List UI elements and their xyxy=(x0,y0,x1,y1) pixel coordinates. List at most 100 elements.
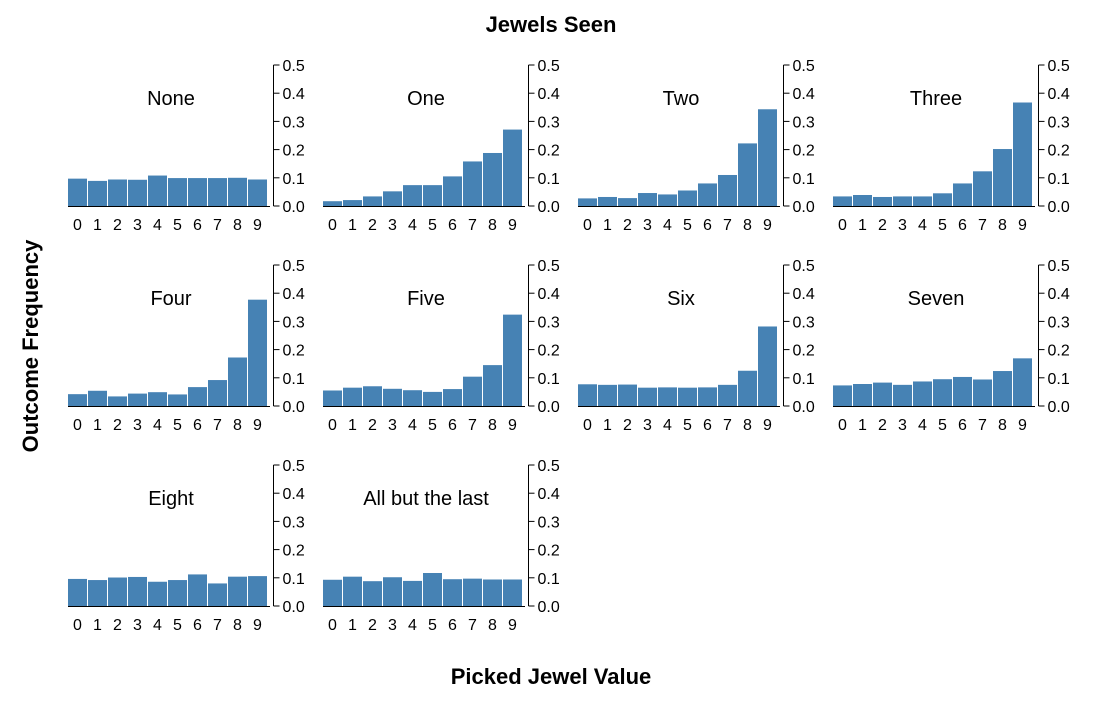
y-tick-label: 0.0 xyxy=(283,199,305,216)
y-tick-label: 0.2 xyxy=(283,343,305,360)
bar xyxy=(363,581,382,606)
x-tick-label: 0 xyxy=(328,417,337,434)
bar xyxy=(758,109,777,206)
y-tick-label: 0.1 xyxy=(1048,171,1070,188)
x-tick-label: 7 xyxy=(978,417,987,434)
x-tick-label: 4 xyxy=(918,417,927,434)
x-tick-label: 8 xyxy=(488,417,497,434)
x-tick-label: 7 xyxy=(978,217,987,234)
x-tick-label: 2 xyxy=(368,217,377,234)
x-tick-label: 6 xyxy=(193,217,202,234)
bar xyxy=(343,576,362,606)
panel-title: Seven xyxy=(908,288,965,310)
x-tick-label: 1 xyxy=(348,617,357,634)
x-tick-label: 7 xyxy=(723,417,732,434)
y-tick-label: 0.4 xyxy=(793,86,815,103)
bar xyxy=(68,178,87,206)
bar xyxy=(953,376,972,406)
y-tick-label: 0.5 xyxy=(793,258,815,275)
x-tick-label: 3 xyxy=(643,417,652,434)
bar xyxy=(228,357,247,406)
bar xyxy=(403,390,422,406)
x-tick-label: 2 xyxy=(878,217,887,234)
x-tick-label: 5 xyxy=(428,617,437,634)
x-tick-label: 1 xyxy=(603,217,612,234)
panel-six: 0 1 2 3 4 5 6 7 8 9 0.0 0.1 0.2 0.3 0.4 0.5 Six xyxy=(578,258,815,434)
x-tick-label: 6 xyxy=(448,217,457,234)
bar xyxy=(638,193,657,206)
bar xyxy=(483,579,502,606)
y-tick-label: 0.2 xyxy=(1048,343,1070,360)
x-tick-label: 4 xyxy=(153,217,162,234)
x-tick-label: 8 xyxy=(743,417,752,434)
y-tick-label: 0.3 xyxy=(283,514,305,531)
bar xyxy=(833,385,852,406)
bar xyxy=(168,580,187,606)
bar xyxy=(618,384,637,406)
bar xyxy=(973,171,992,206)
bar xyxy=(323,390,342,406)
y-tick-label: 0.5 xyxy=(538,458,560,475)
y-tick-label: 0.0 xyxy=(283,399,305,416)
x-tick-label: 4 xyxy=(153,417,162,434)
y-tick-label: 0.3 xyxy=(283,114,305,131)
panel-title: Two xyxy=(663,88,700,110)
bar xyxy=(188,178,207,206)
bar xyxy=(873,196,892,206)
x-tick-label: 3 xyxy=(898,417,907,434)
bar xyxy=(228,177,247,206)
y-tick-label: 0.3 xyxy=(1048,114,1070,131)
bar xyxy=(248,299,267,406)
x-tick-label: 8 xyxy=(488,617,497,634)
bar xyxy=(68,578,87,606)
panel-two: 0 1 2 3 4 5 6 7 8 9 0.0 0.1 0.2 0.3 0.4 0.5 Two xyxy=(578,58,815,234)
y-tick-label: 0.3 xyxy=(1048,314,1070,331)
x-tick-label: 1 xyxy=(348,217,357,234)
x-tick-label: 0 xyxy=(838,417,847,434)
bar xyxy=(698,183,717,206)
bar xyxy=(323,579,342,606)
x-tick-label: 8 xyxy=(998,217,1007,234)
bar xyxy=(208,178,227,206)
bar xyxy=(758,326,777,406)
y-tick-label: 0.1 xyxy=(283,571,305,588)
bar xyxy=(893,196,912,206)
x-tick-label: 5 xyxy=(428,417,437,434)
panel-title: Three xyxy=(910,88,962,110)
y-tick-label: 0.0 xyxy=(1048,199,1070,216)
bar xyxy=(248,576,267,606)
bar xyxy=(1013,358,1032,406)
x-tick-label: 0 xyxy=(73,617,82,634)
bar xyxy=(363,386,382,406)
bar xyxy=(463,376,482,406)
bar xyxy=(88,180,107,206)
x-tick-label: 1 xyxy=(858,417,867,434)
x-tick-label: 4 xyxy=(663,217,672,234)
x-tick-label: 3 xyxy=(643,217,652,234)
x-tick-label: 1 xyxy=(93,417,102,434)
bar xyxy=(893,384,912,406)
bar xyxy=(403,185,422,206)
y-tick-label: 0.4 xyxy=(1048,86,1070,103)
bar xyxy=(678,190,697,206)
x-tick-label: 5 xyxy=(938,217,947,234)
x-tick-label: 2 xyxy=(113,217,122,234)
x-tick-label: 2 xyxy=(113,617,122,634)
y-tick-label: 0.2 xyxy=(538,143,560,160)
bar xyxy=(578,384,597,406)
x-tick-label: 5 xyxy=(938,417,947,434)
bar xyxy=(738,143,757,206)
bar xyxy=(718,384,737,406)
y-tick-label: 0.3 xyxy=(283,314,305,331)
bar xyxy=(423,391,442,406)
y-tick-label: 0.4 xyxy=(538,86,560,103)
x-tick-label: 3 xyxy=(388,617,397,634)
y-tick-label: 0.0 xyxy=(538,599,560,616)
bar xyxy=(343,387,362,406)
bar xyxy=(853,195,872,206)
x-tick-label: 4 xyxy=(408,417,417,434)
bar xyxy=(503,129,522,206)
y-tick-label: 0.2 xyxy=(283,143,305,160)
y-tick-label: 0.2 xyxy=(538,543,560,560)
bar xyxy=(443,176,462,206)
